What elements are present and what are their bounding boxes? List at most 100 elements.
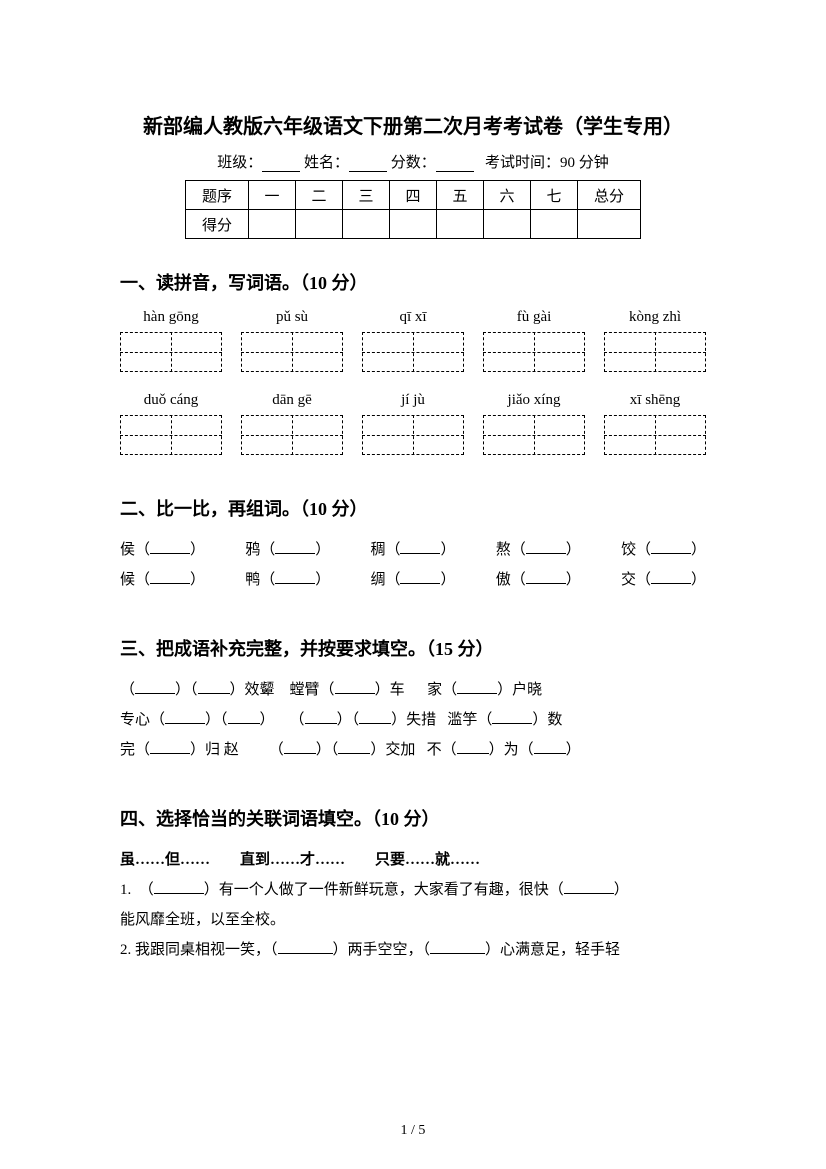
q2-item: 鸭（） xyxy=(245,565,330,595)
score-table-header-row: 题序 一 二 三 四 五 六 七 总分 xyxy=(186,181,641,210)
pinyin-item: qī xī xyxy=(362,309,464,326)
name-blank[interactable] xyxy=(349,157,387,172)
fill-blank[interactable] xyxy=(534,739,566,754)
char-box[interactable] xyxy=(241,332,343,372)
col-3: 三 xyxy=(343,181,390,210)
page-title: 新部编人教版六年级语文下册第二次月考考试卷（学生专用） xyxy=(120,110,706,139)
pinyin-item: fù gài xyxy=(483,309,585,326)
fill-blank[interactable] xyxy=(526,539,566,554)
fill-blank[interactable] xyxy=(457,739,489,754)
class-label: 班级： xyxy=(217,155,262,171)
fill-blank[interactable] xyxy=(150,539,190,554)
fill-blank[interactable] xyxy=(284,739,316,754)
char-box[interactable] xyxy=(604,332,706,372)
fill-blank[interactable] xyxy=(400,569,440,584)
score-cell[interactable] xyxy=(390,210,437,239)
pinyin-item: dān gē xyxy=(241,392,343,409)
pinyin-item: duǒ cáng xyxy=(120,392,222,409)
q3-line-1: （）（）效颦 螳臂（）车 家（）户晓 xyxy=(120,675,706,705)
char-box[interactable] xyxy=(483,415,585,455)
fill-blank[interactable] xyxy=(154,879,204,894)
fill-blank[interactable] xyxy=(564,879,614,894)
score-cell[interactable] xyxy=(343,210,390,239)
score-cell[interactable] xyxy=(484,210,531,239)
boxes-row-2 xyxy=(120,415,706,455)
col-6: 六 xyxy=(484,181,531,210)
fill-blank[interactable] xyxy=(165,709,205,724)
col-tixu: 题序 xyxy=(186,181,249,210)
fill-blank[interactable] xyxy=(150,739,190,754)
char-box[interactable] xyxy=(483,332,585,372)
page-footer: 1 / 5 xyxy=(0,1123,826,1139)
fill-blank[interactable] xyxy=(198,679,230,694)
score-table: 题序 一 二 三 四 五 六 七 总分 得分 xyxy=(185,180,641,239)
section-3-title: 三、把成语补充完整，并按要求填空。（15 分） xyxy=(120,635,706,661)
score-cell[interactable] xyxy=(249,210,296,239)
pinyin-item: jí jù xyxy=(362,392,464,409)
fill-blank[interactable] xyxy=(400,539,440,554)
score-label: 分数： xyxy=(391,155,436,171)
fill-blank[interactable] xyxy=(150,569,190,584)
col-1: 一 xyxy=(249,181,296,210)
info-line: 班级： 姓名： 分数： 考试时间：90 分钟 xyxy=(120,151,706,172)
q2-item: 侯（） xyxy=(120,535,205,565)
score-cell[interactable] xyxy=(531,210,578,239)
score-cell[interactable] xyxy=(437,210,484,239)
fill-blank[interactable] xyxy=(526,569,566,584)
q4-q1-b: 能风靡全班，以至全校。 xyxy=(120,905,706,935)
fill-blank[interactable] xyxy=(135,679,175,694)
char-box[interactable] xyxy=(362,332,464,372)
q4-q1-a: 1. （）有一个人做了一件新鲜玩意，大家看了有趣，很快（） xyxy=(120,875,706,905)
q2-row-2: 候（） 鸭（） 绸（） 傲（） 交（） xyxy=(120,565,706,595)
fill-blank[interactable] xyxy=(275,569,315,584)
fill-blank[interactable] xyxy=(305,709,337,724)
pinyin-item: kòng zhì xyxy=(604,309,706,326)
fill-blank[interactable] xyxy=(492,709,532,724)
fill-blank[interactable] xyxy=(359,709,391,724)
section-1-title: 一、读拼音，写词语。（10 分） xyxy=(120,269,706,295)
pinyin-item: hàn gōng xyxy=(120,309,222,326)
exam-time-label: 考试时间：90 分钟 xyxy=(485,155,609,171)
fill-blank[interactable] xyxy=(278,939,333,954)
name-label: 姓名： xyxy=(304,155,349,171)
q2-item: 饺（） xyxy=(621,535,706,565)
col-4: 四 xyxy=(390,181,437,210)
fill-blank[interactable] xyxy=(228,709,260,724)
q2-item: 交（） xyxy=(621,565,706,595)
fill-blank[interactable] xyxy=(430,939,485,954)
section-4-title: 四、选择恰当的关联词语填空。（10 分） xyxy=(120,805,706,831)
q2-item: 傲（） xyxy=(496,565,581,595)
q2-row-1: 侯（） 鸦（） 稠（） 熬（） 饺（） xyxy=(120,535,706,565)
page: 新部编人教版六年级语文下册第二次月考考试卷（学生专用） 班级： 姓名： 分数： … xyxy=(0,0,826,1169)
fill-blank[interactable] xyxy=(457,679,497,694)
pinyin-item: xī shēng xyxy=(604,392,706,409)
fill-blank[interactable] xyxy=(651,539,691,554)
col-2: 二 xyxy=(296,181,343,210)
row-defen: 得分 xyxy=(186,210,249,239)
boxes-row-1 xyxy=(120,332,706,372)
col-5: 五 xyxy=(437,181,484,210)
char-box[interactable] xyxy=(241,415,343,455)
q4-options: 虽……但…… 直到……才…… 只要……就…… xyxy=(120,845,706,875)
score-table-value-row: 得分 xyxy=(186,210,641,239)
q2-item: 鸦（） xyxy=(245,535,330,565)
char-box[interactable] xyxy=(120,332,222,372)
pinyin-row-2: duǒ cáng dān gē jí jù jiǎo xíng xī shēng xyxy=(120,392,706,409)
fill-blank[interactable] xyxy=(651,569,691,584)
q2-item: 候（） xyxy=(120,565,205,595)
q3-line-3: 完（）归 赵 （）（）交加 不（）为（） xyxy=(120,735,706,765)
section-2-title: 二、比一比，再组词。（10 分） xyxy=(120,495,706,521)
fill-blank[interactable] xyxy=(338,739,370,754)
class-blank[interactable] xyxy=(262,157,300,172)
col-7: 七 xyxy=(531,181,578,210)
fill-blank[interactable] xyxy=(335,679,375,694)
score-blank[interactable] xyxy=(436,157,474,172)
q2-item: 稠（） xyxy=(370,535,455,565)
char-box[interactable] xyxy=(120,415,222,455)
fill-blank[interactable] xyxy=(275,539,315,554)
score-cell[interactable] xyxy=(296,210,343,239)
q3-line-2: 专心（）（） （）（）失措 滥竽（）数 xyxy=(120,705,706,735)
score-cell[interactable] xyxy=(578,210,641,239)
char-box[interactable] xyxy=(604,415,706,455)
char-box[interactable] xyxy=(362,415,464,455)
